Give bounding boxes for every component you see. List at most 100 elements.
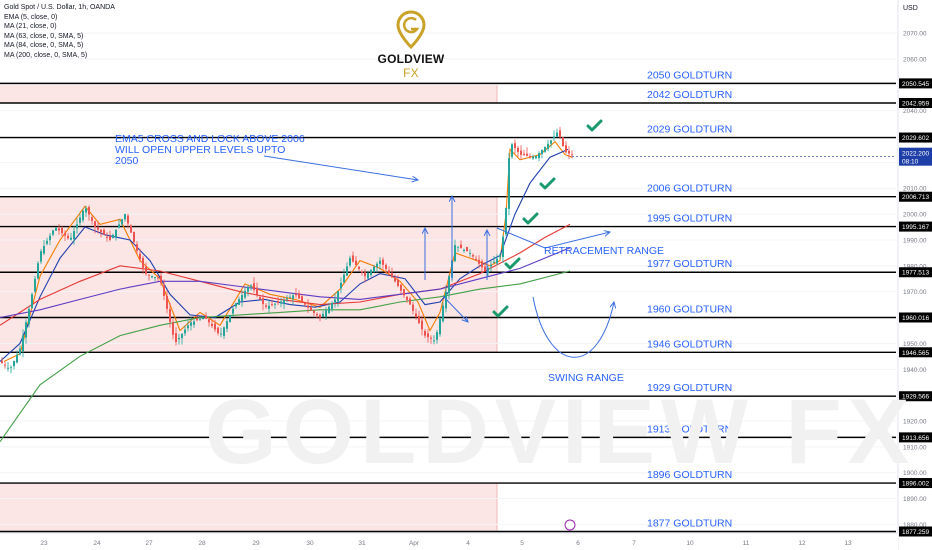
time-tick-label: 23 — [40, 540, 48, 547]
candle-body — [274, 303, 276, 305]
level-price-text: 2006.713 — [902, 194, 929, 201]
supply-zone — [0, 196, 497, 353]
price-tick-label: 2060.00 — [903, 56, 927, 63]
time-tick-label: 11 — [743, 540, 750, 547]
candle-body — [382, 259, 384, 265]
candle-body — [16, 354, 18, 363]
candle-body — [151, 275, 153, 278]
candle-body — [469, 252, 471, 254]
candle-body — [103, 229, 105, 235]
level-price-text: 1995.167 — [902, 224, 929, 231]
level-price-tag — [899, 312, 932, 323]
candle-body — [403, 289, 405, 296]
time-axis[interactable]: 23 24 27 28 29 30 31 Apr 4 5 6 7 10 11 12 13 — [0, 532, 898, 550]
candle-body — [4, 364, 6, 366]
candle-body — [184, 329, 186, 334]
candle-body — [562, 137, 564, 147]
candle-body — [133, 232, 135, 243]
legend-ma21[interactable]: MA (21, close, 0) — [4, 23, 57, 30]
candle-body — [55, 227, 57, 231]
candle-body — [139, 253, 141, 260]
candle-body — [283, 299, 285, 304]
legend-ma63[interactable]: MA (63, close, 0, SMA, 5) — [4, 32, 84, 40]
candle-body — [367, 273, 369, 279]
candle-body — [553, 136, 555, 139]
candle-body — [37, 263, 39, 279]
candle-body — [547, 143, 549, 150]
candle-body — [466, 246, 468, 252]
candle-body — [331, 303, 333, 310]
candle-body — [376, 263, 378, 268]
candle-body — [13, 360, 15, 367]
time-tick-label: 13 — [844, 540, 852, 547]
candle-body — [154, 277, 156, 279]
candle-body — [202, 318, 204, 320]
level-price-text: 1977.513 — [902, 270, 929, 277]
level-label: 2006 GOLDTURN — [647, 183, 732, 195]
candle-body — [163, 285, 165, 296]
level-price-text: 2029.602 — [902, 135, 929, 142]
candle-body — [478, 259, 480, 264]
legend-ema5[interactable]: EMA (5, close, 0) — [4, 13, 58, 21]
candle-body — [340, 282, 342, 289]
time-tick-label: 29 — [252, 540, 260, 547]
level-price-tag — [899, 221, 932, 232]
level-price-text: 2042.959 — [902, 100, 929, 107]
candle-body — [226, 321, 228, 329]
candle-body — [520, 150, 522, 155]
candle-body — [568, 150, 570, 154]
level-price-text: 2050.545 — [902, 81, 929, 88]
legend-ma200[interactable]: MA (200, close, 0, SMA, 5) — [4, 51, 88, 59]
candle-body — [61, 227, 63, 234]
candle-body — [490, 264, 492, 267]
candle-body — [127, 215, 129, 224]
candle-body — [178, 337, 180, 340]
candle-body — [40, 251, 42, 262]
candle-body — [550, 140, 552, 144]
last-price-value: 2022.200 — [902, 151, 929, 158]
candle-body — [19, 348, 21, 355]
candles-layer — [1, 126, 573, 374]
level-label: 2050 GOLDTURN — [647, 69, 732, 81]
candle-body — [244, 290, 246, 298]
price-tick-label: 2070.00 — [903, 31, 927, 38]
candle-body — [454, 245, 456, 262]
candle-body — [397, 279, 399, 286]
candle-body — [463, 249, 465, 251]
candle-body — [142, 257, 144, 268]
candle-body — [535, 156, 537, 159]
candle-body — [235, 303, 237, 307]
ema-note-text: EMA5 CROSS AND LOCK ABOVE 2006 — [115, 133, 305, 145]
candle-body — [475, 258, 477, 261]
candle-body — [97, 227, 99, 230]
candle-body — [94, 221, 96, 228]
candle-body — [187, 325, 189, 329]
candle-body — [346, 266, 348, 276]
candle-body — [436, 332, 438, 340]
level-price-text: 1913.656 — [902, 435, 929, 442]
last-price-countdown: 08:10 — [902, 159, 919, 166]
candle-body — [277, 301, 279, 303]
candle-body — [241, 294, 243, 302]
candle-body — [295, 293, 297, 296]
level-price-tag — [899, 478, 932, 489]
legend-ma84[interactable]: MA (84, close, 0, SMA, 5) — [4, 42, 84, 49]
level-label: 1977 GOLDTURN — [647, 258, 732, 270]
level-label: 1896 GOLDTURN — [647, 469, 732, 481]
candle-body — [571, 154, 573, 156]
candle-body — [361, 271, 363, 273]
candle-body — [565, 145, 567, 153]
candle-body — [193, 321, 195, 325]
check-icon — [539, 177, 556, 190]
price-axis[interactable]: 1880.001890.001900.001910.001920.001930.… — [572, 0, 932, 550]
level-price-tag — [899, 267, 932, 278]
candle-body — [49, 235, 51, 241]
candle-body — [421, 320, 423, 330]
candle-body — [166, 295, 168, 309]
candle-body — [496, 258, 498, 264]
candle-body — [25, 322, 27, 338]
price-tick-label: 1980.00 — [903, 263, 927, 270]
candle-body — [148, 274, 150, 276]
candle-body — [307, 305, 309, 308]
